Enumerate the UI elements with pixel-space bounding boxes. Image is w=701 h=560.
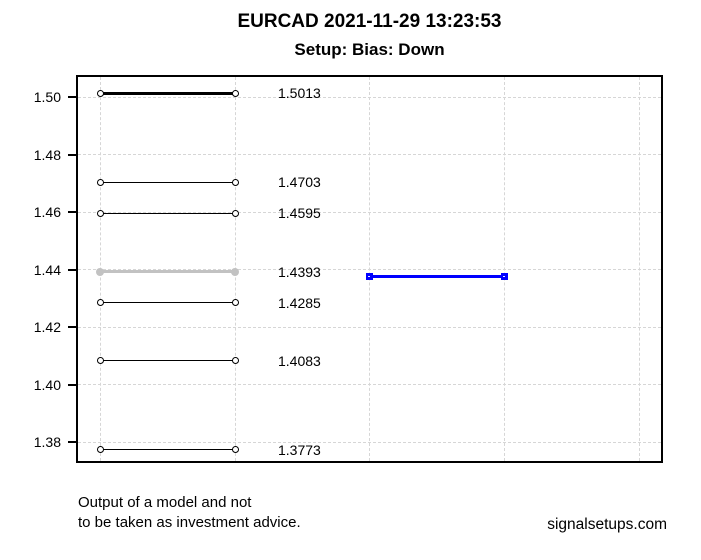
horizontal-grid-line [78,326,661,328]
horizontal-grid-line [78,96,661,98]
level-endpoint-filled-circle [231,267,239,276]
level-price-label: 1.4703 [278,174,321,191]
level-line [100,359,235,362]
level-endpoint-open-circle [231,299,239,307]
level-endpoint-open-circle [96,89,104,97]
y-axis-tick [68,268,76,271]
level-line [100,92,235,95]
y-axis-tick-label: 1.40 [33,376,61,393]
level-price-label: 1.4083 [278,352,321,369]
chart-title: EURCAD 2021-11-29 13:23:53 [237,11,502,32]
y-axis-tick [68,326,76,328]
level-endpoint-open-circle [96,178,104,186]
level-endpoint-open-circle [96,299,104,307]
horizontal-grid-line [78,269,661,270]
disclaimer-line-1: Output of a model and not [78,494,252,511]
y-axis-tick-label: 1.46 [33,204,61,220]
chart-subtitle: Setup: Bias: Down [294,40,445,59]
level-price-label: 1.5013 [278,85,321,102]
signal-endpoint-square-marker [366,273,373,281]
y-axis-tick-label: 1.42 [33,319,61,335]
disclaimer-line-2: to be taken as investment advice. [78,514,301,531]
level-line [100,449,235,451]
y-axis-tick-label: 1.50 [33,89,61,105]
level-endpoint-open-circle [96,209,104,217]
y-axis-tick-label: 1.38 [33,434,61,450]
signal-endpoint-square-marker [500,273,508,281]
highlighted-level-line [100,270,235,274]
level-endpoint-filled-circle [96,267,104,276]
level-endpoint-open-circle [96,357,104,365]
level-endpoint-open-circle [96,446,104,454]
plot-area: 1.50 1.48 1.46 1.44 1.42 1.40 1.38 1.5013 1.4703… [34,75,663,463]
horizontal-grid-line [78,384,661,385]
level-price-label: 1.3773 [278,441,321,458]
horizontal-grid-line [78,154,661,155]
level-endpoint-open-circle [231,209,239,217]
level-price-label: 1.4393 [278,263,321,280]
y-axis-tick [68,383,76,386]
disclaimer-text: Output of a model and not to be taken as… [78,493,301,533]
level-endpoint-open-circle [231,178,239,186]
y-axis-tick [68,96,76,98]
signal-line [369,275,505,279]
level-line [100,212,235,215]
horizontal-grid-line [78,441,661,443]
y-axis-tick [68,211,76,213]
horizontal-grid-line [78,211,661,213]
level-line [100,181,235,184]
level-price-label: 1.4285 [278,294,321,311]
website-label: signalsetups.com [547,516,667,533]
y-axis-tick-label: 1.48 [33,146,61,163]
level-endpoint-open-circle [231,357,239,365]
level-endpoint-open-circle [231,89,239,97]
y-axis-tick-label: 1.44 [33,261,61,278]
level-endpoint-open-circle [231,446,239,454]
y-axis-tick [68,153,76,156]
level-price-label: 1.4595 [278,205,321,222]
level-line [100,301,235,304]
y-axis-tick [68,441,76,443]
